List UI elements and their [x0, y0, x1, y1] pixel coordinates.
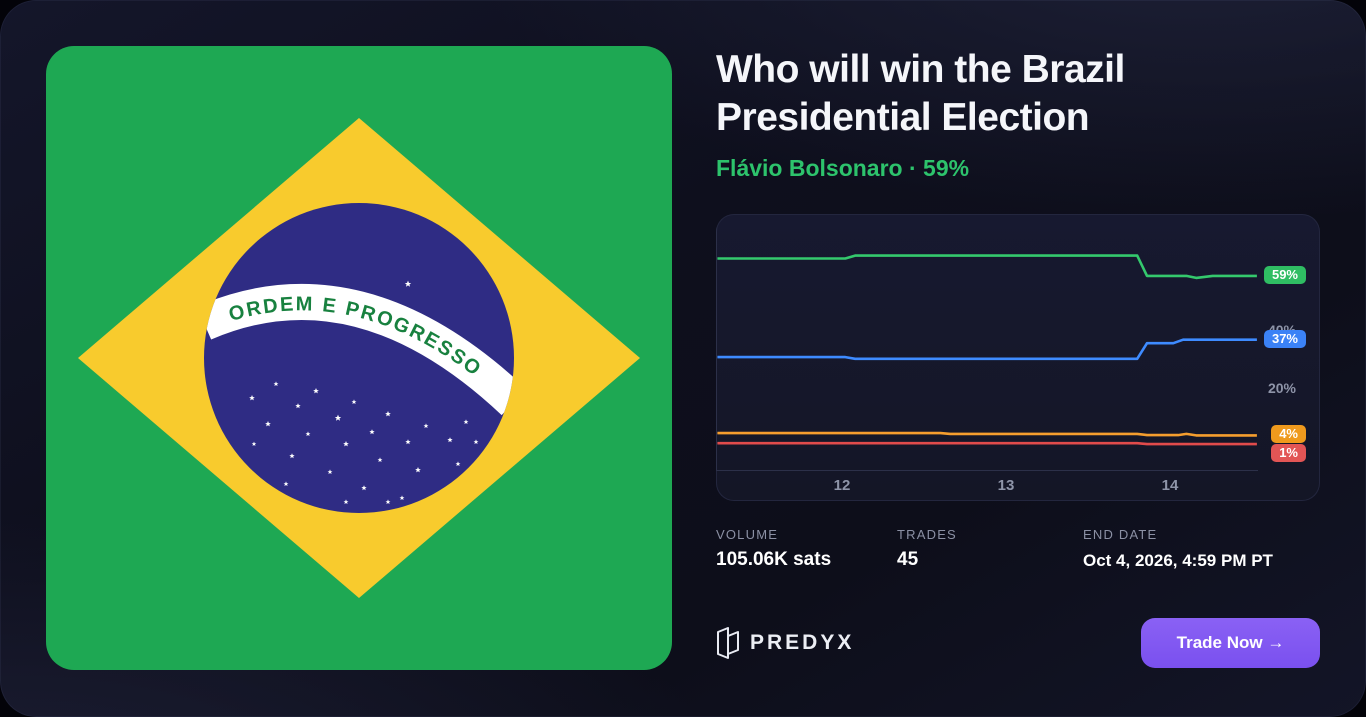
price-line — [717, 431, 1257, 437]
stat-volume-label: VOLUME — [716, 527, 779, 542]
stat-volume-value: 105.06K sats — [716, 549, 832, 570]
price-badge: 1% — [1271, 444, 1306, 463]
card-footer: PREDYX Trade Now → — [716, 618, 1320, 668]
market-image: ORDEM E PROGRESSO — [46, 46, 672, 670]
price-badge: 59% — [1263, 265, 1306, 284]
stat-trades-value: 45 — [897, 549, 919, 570]
stat-end-date: END DATE Oct 4, 2026, 4:59 PM PT — [1083, 527, 1320, 571]
leading-outcome-label: Flávio Bolsonaro · 59% — [716, 155, 970, 181]
market-info-panel: Who will win the Brazil Presidential Ele… — [716, 0, 1320, 717]
price-history-chart — [717, 254, 1257, 446]
chart-axes — [716, 214, 1258, 471]
x-axis-tick: 12 — [833, 477, 851, 494]
price-line — [717, 254, 1257, 280]
flag-motto-band — [204, 283, 514, 416]
brand-logo: PREDYX — [716, 627, 854, 659]
stat-end-date-value: Oct 4, 2026, 4:59 PM PT — [1083, 551, 1273, 570]
stat-trades-label: TRADES — [897, 527, 957, 542]
brazil-flag-image: ORDEM E PROGRESSO — [46, 46, 672, 670]
x-axis-tick: 14 — [1161, 477, 1179, 494]
page-title: Who will win the Brazil Presidential Ele… — [716, 48, 1125, 139]
market-stats: VOLUME 105.06K sats TRADES 45 END DATE O… — [716, 527, 1320, 571]
x-axis-tick: 13 — [997, 477, 1015, 494]
price-badge: 37% — [1263, 329, 1306, 348]
stat-volume: VOLUME 105.06K sats — [716, 527, 897, 571]
stat-trades: TRADES 45 — [897, 527, 1083, 571]
flag-blue-globe — [204, 203, 514, 513]
price-line — [717, 441, 1257, 446]
stat-end-date-label: END DATE — [1083, 527, 1158, 542]
trade-now-button[interactable]: Trade Now → — [1141, 618, 1320, 668]
predyx-logo-icon — [717, 627, 739, 659]
price-badge: 4% — [1271, 425, 1306, 444]
price-line — [717, 338, 1257, 361]
brand-name: PREDYX — [750, 631, 855, 654]
y-axis-tick: 20% — [1267, 380, 1296, 396]
